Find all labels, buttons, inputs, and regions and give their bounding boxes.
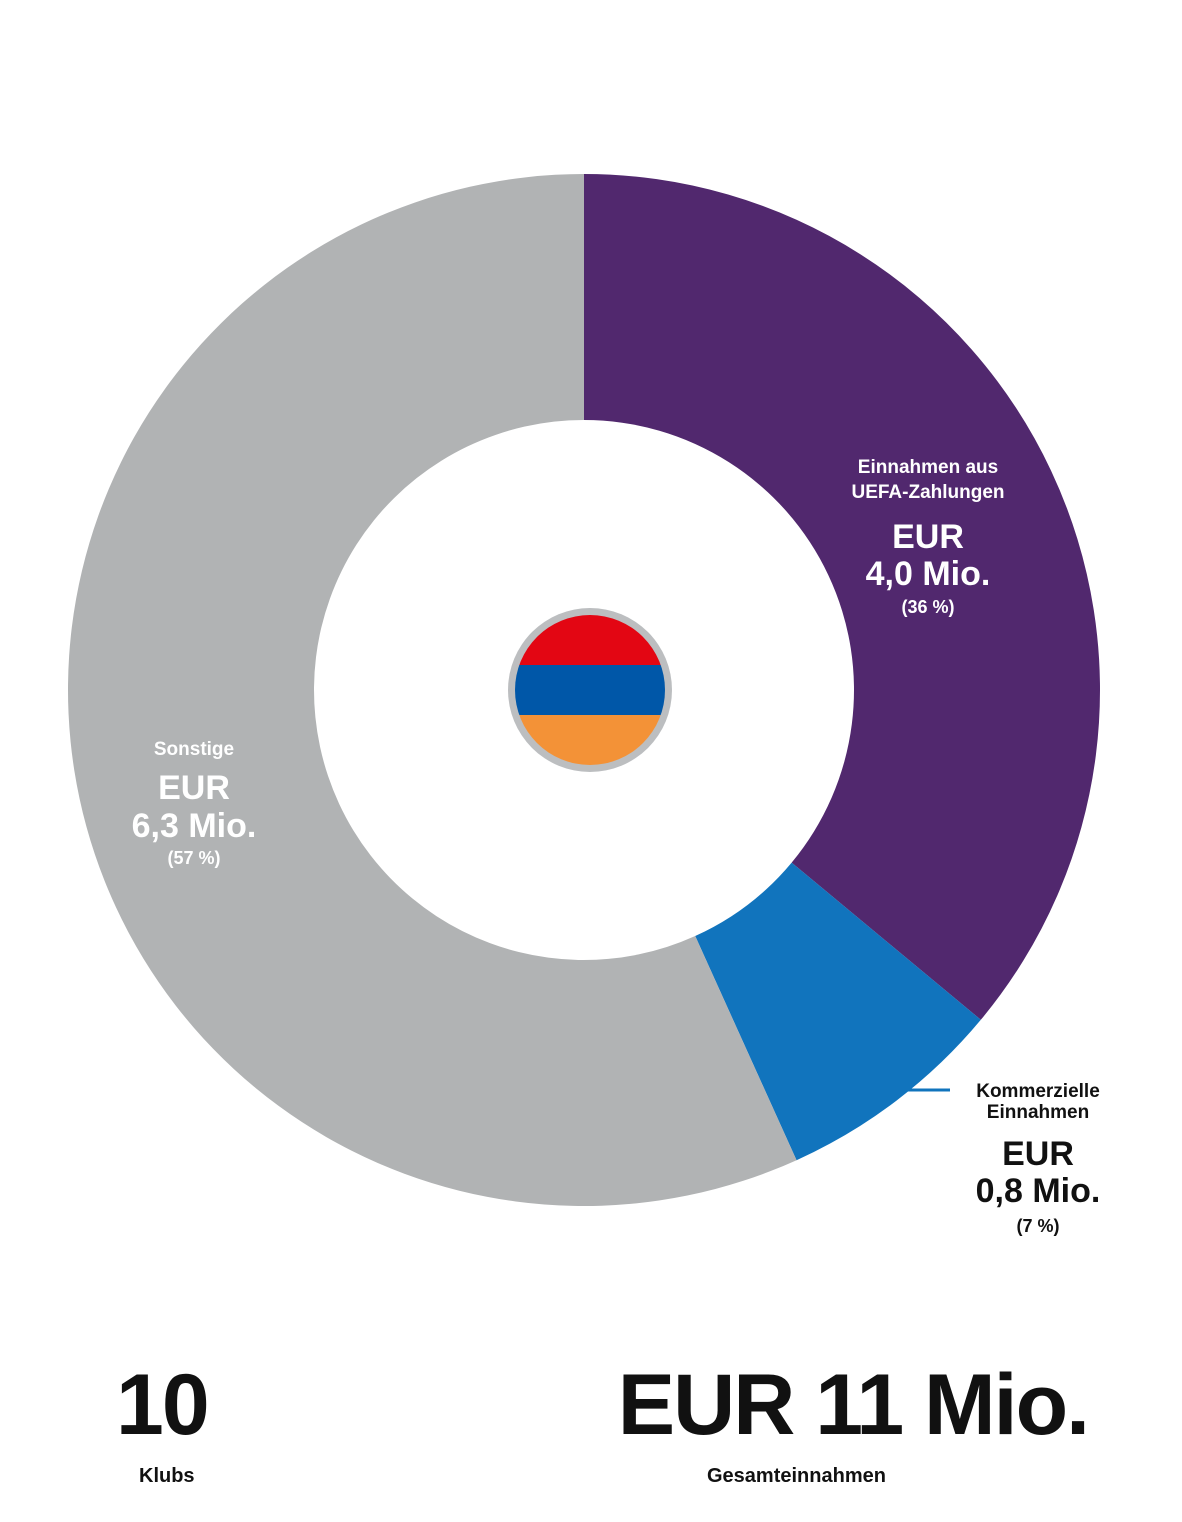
donut-slices xyxy=(67,174,1100,1206)
slice-kommerzielle-einnahmen xyxy=(695,862,981,1161)
flag-stripe xyxy=(515,665,665,716)
flag-stripe xyxy=(515,615,665,666)
einnahmen-aus-uefa-zahlungen-amount: 4,0 Mio. xyxy=(866,555,991,593)
einnahmen-aus-uefa-zahlungen-percent: (36 %) xyxy=(901,597,954,617)
sonstige-title-line: Sonstige xyxy=(154,739,234,760)
sonstige-amount: 6,3 Mio. xyxy=(132,807,257,845)
kommerzielle-einnahmen-percent: (7 %) xyxy=(1016,1216,1059,1236)
clubs-count: 10 xyxy=(116,1357,210,1453)
einnahmen-aus-uefa-zahlungen-currency: EUR xyxy=(892,518,964,556)
total-revenue-label: Gesamteinnahmen xyxy=(707,1465,886,1487)
kommerzielle-einnahmen-amount: 0,8 Mio. xyxy=(976,1172,1101,1210)
slice-sonstige xyxy=(67,174,797,1206)
kommerzielle-einnahmen-currency: EUR xyxy=(1002,1135,1074,1173)
slice-einnahmen-aus-uefa-zahlungen xyxy=(584,174,1100,1020)
einnahmen-aus-uefa-zahlungen-title-line: Einnahmen aus xyxy=(858,457,998,478)
sonstige-percent: (57 %) xyxy=(167,848,220,868)
kommerzielle-einnahmen-title-line: Einnahmen xyxy=(987,1102,1089,1123)
kommerzielle-einnahmen-title-line: Kommerzielle xyxy=(976,1081,1100,1102)
einnahmen-aus-uefa-zahlungen-title-line: UEFA-Zahlungen xyxy=(851,482,1004,503)
total-revenue-value: EUR 11 Mio. xyxy=(617,1357,1090,1453)
sonstige-currency: EUR xyxy=(158,769,230,807)
armenia-flag-icon xyxy=(508,608,672,772)
clubs-label: Klubs xyxy=(139,1465,195,1487)
flag-stripe xyxy=(515,715,665,765)
